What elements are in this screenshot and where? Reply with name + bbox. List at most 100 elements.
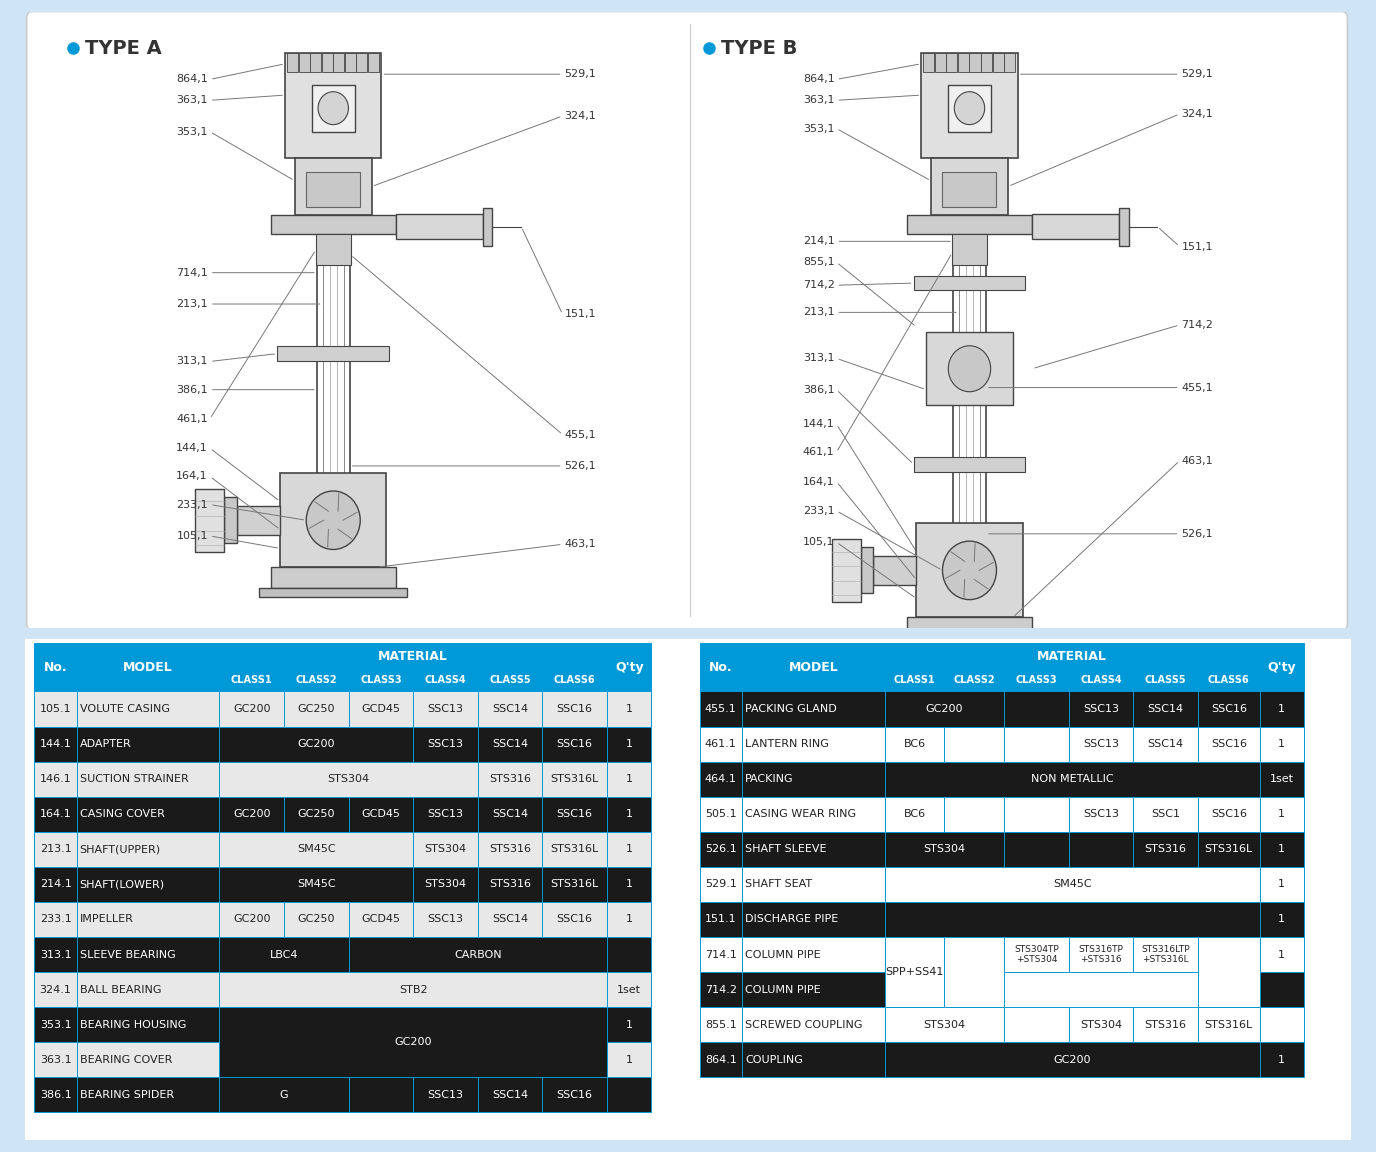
Text: SSC16: SSC16: [557, 809, 593, 819]
Text: 1: 1: [626, 809, 633, 819]
Bar: [348, 669, 413, 691]
Bar: [77, 972, 220, 1007]
Text: 1set: 1set: [1270, 774, 1293, 785]
Bar: [34, 832, 77, 866]
Text: STS304TP
+STS304: STS304TP +STS304: [1014, 945, 1060, 964]
Bar: [699, 902, 742, 937]
Text: STS316TP
+STS316: STS316TP +STS316: [1079, 945, 1124, 964]
Text: 1: 1: [1278, 949, 1285, 960]
Bar: [413, 727, 477, 761]
Text: 233,1: 233,1: [176, 500, 208, 509]
Bar: [981, 53, 992, 73]
Bar: [944, 937, 1004, 1007]
Bar: [1032, 214, 1119, 240]
Text: Q'ty: Q'ty: [1267, 661, 1296, 674]
Bar: [970, 53, 981, 73]
Bar: [699, 972, 742, 1007]
Bar: [860, 547, 874, 593]
Bar: [224, 498, 237, 544]
Bar: [1259, 832, 1304, 866]
Bar: [1004, 53, 1015, 73]
Text: 324,1: 324,1: [564, 111, 596, 121]
Bar: [699, 761, 742, 797]
Bar: [220, 972, 607, 1007]
Bar: [885, 902, 1259, 937]
Bar: [1134, 727, 1198, 761]
Bar: [34, 761, 77, 797]
Bar: [413, 669, 477, 691]
Bar: [348, 902, 413, 937]
Bar: [948, 84, 991, 131]
Bar: [34, 1077, 77, 1113]
Text: STS316L: STS316L: [550, 879, 599, 889]
Bar: [278, 347, 389, 361]
Bar: [944, 727, 1004, 761]
Text: ADAPTER: ADAPTER: [80, 740, 132, 749]
Text: 105,1: 105,1: [804, 537, 834, 547]
FancyBboxPatch shape: [26, 12, 1347, 630]
Bar: [607, 643, 651, 691]
Text: CLASS6: CLASS6: [555, 675, 596, 685]
Bar: [413, 691, 477, 727]
Bar: [742, 832, 885, 866]
Bar: [288, 53, 299, 73]
Text: GCD45: GCD45: [362, 704, 400, 714]
Bar: [283, 902, 348, 937]
Text: BC6: BC6: [904, 809, 926, 819]
Bar: [926, 332, 1013, 406]
Text: 1: 1: [1278, 809, 1285, 819]
Bar: [34, 866, 77, 902]
Text: 1: 1: [626, 844, 633, 855]
Bar: [1004, 832, 1069, 866]
Text: SSC13: SSC13: [428, 915, 464, 925]
Bar: [220, 643, 607, 669]
Text: 714.2: 714.2: [705, 985, 736, 994]
Text: 146.1: 146.1: [40, 774, 72, 785]
Bar: [947, 53, 958, 73]
Bar: [477, 669, 542, 691]
Bar: [34, 1043, 77, 1077]
Text: STS316: STS316: [488, 844, 531, 855]
Text: SSC16: SSC16: [557, 915, 593, 925]
Bar: [77, 866, 220, 902]
Bar: [77, 761, 220, 797]
Text: PACKING GLAND: PACKING GLAND: [744, 704, 837, 714]
Text: CLASS3: CLASS3: [1015, 675, 1057, 685]
Bar: [34, 691, 77, 727]
Bar: [542, 761, 607, 797]
Text: SSC13: SSC13: [1083, 704, 1119, 714]
Text: STS316L: STS316L: [550, 774, 599, 785]
Text: STS316L: STS316L: [1204, 1020, 1254, 1030]
Text: 105,1: 105,1: [176, 531, 208, 541]
Text: 455.1: 455.1: [705, 704, 736, 714]
Bar: [356, 53, 367, 73]
Bar: [477, 832, 542, 866]
Text: 714,2: 714,2: [1182, 320, 1214, 329]
Text: 461.1: 461.1: [705, 740, 736, 749]
Bar: [477, 727, 542, 761]
Bar: [311, 84, 355, 131]
Text: GC200: GC200: [233, 809, 271, 819]
Bar: [1004, 691, 1069, 727]
Text: SSC13: SSC13: [428, 740, 464, 749]
Bar: [34, 937, 77, 972]
Text: CLASS4: CLASS4: [1080, 675, 1121, 685]
Text: CASING COVER: CASING COVER: [80, 809, 165, 819]
Bar: [1069, 691, 1134, 727]
Bar: [1259, 1043, 1304, 1077]
Text: 455,1: 455,1: [1182, 382, 1214, 393]
Bar: [1069, 797, 1134, 832]
Text: GC200: GC200: [395, 1037, 432, 1047]
Text: 1: 1: [626, 1020, 633, 1030]
Bar: [952, 234, 987, 265]
Bar: [1134, 1007, 1198, 1043]
Circle shape: [307, 491, 361, 550]
Text: STS316LTP
+STS316L: STS316LTP +STS316L: [1141, 945, 1190, 964]
Bar: [607, 972, 651, 1007]
Text: SSC13: SSC13: [1083, 740, 1119, 749]
Text: SM45C: SM45C: [297, 844, 336, 855]
Bar: [885, 1043, 1259, 1077]
Bar: [1259, 902, 1304, 937]
Text: GC200: GC200: [233, 704, 271, 714]
Bar: [542, 797, 607, 832]
